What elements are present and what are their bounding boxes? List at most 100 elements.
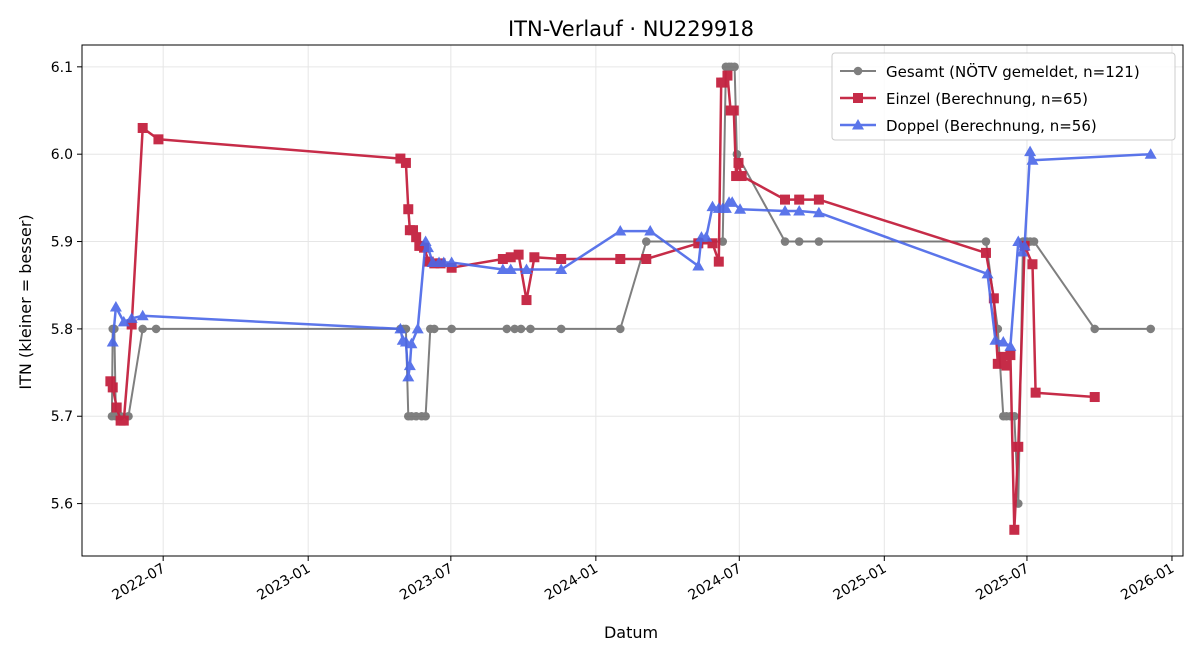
legend-label: Gesamt (NÖTV gemeldet, n=121)	[886, 62, 1140, 81]
legend-entry	[840, 66, 876, 76]
data-point	[713, 256, 724, 267]
x-tick-label: 2026-01	[1118, 561, 1177, 604]
legend-marker	[853, 66, 863, 76]
data-point	[125, 312, 138, 323]
data-point	[779, 204, 792, 216]
data-point	[117, 315, 130, 327]
data-point	[502, 324, 512, 334]
x-tick-label: 2025-07	[973, 561, 1032, 604]
x-tick-label: 2023-01	[255, 561, 314, 604]
data-point	[1009, 524, 1020, 535]
data-point	[421, 411, 430, 421]
data-point	[794, 237, 804, 246]
data-point	[137, 122, 148, 133]
data-point	[1001, 360, 1012, 371]
x-tick-label: 2024-01	[542, 561, 601, 604]
data-point	[719, 202, 732, 213]
data-point	[520, 263, 533, 274]
y-tick-label: 5.8	[51, 322, 73, 338]
data-point	[722, 70, 733, 81]
data-point	[736, 171, 747, 182]
data-point	[615, 324, 625, 334]
data-point	[405, 337, 418, 349]
data-point	[400, 157, 411, 168]
data-point	[794, 194, 805, 205]
legend-entry	[840, 119, 876, 130]
data-point	[408, 225, 419, 236]
data-point	[516, 324, 526, 334]
data-point	[1018, 239, 1031, 251]
data-point	[1005, 350, 1016, 361]
data-point	[411, 322, 424, 334]
data-point	[1012, 235, 1025, 247]
data-point	[513, 249, 524, 260]
x-tick-label: 2022-07	[110, 561, 169, 604]
data-point	[521, 295, 532, 306]
chart-title: ITN-Verlauf · NU229918	[508, 17, 754, 41]
data-point	[1146, 324, 1155, 334]
data-point	[419, 235, 432, 247]
data-point	[403, 359, 416, 371]
series-triangle	[106, 145, 1157, 382]
data-point	[556, 254, 567, 265]
legend-marker	[852, 119, 864, 130]
data-point	[734, 203, 747, 214]
data-point	[780, 194, 791, 205]
data-point	[510, 324, 519, 334]
data-point	[728, 105, 739, 116]
data-point	[980, 247, 991, 258]
data-point	[1144, 148, 1157, 159]
data-point	[136, 309, 149, 321]
legend-label: Einzel (Berechnung, n=65)	[886, 90, 1088, 108]
data-point	[1026, 154, 1039, 165]
legend: Gesamt (NÖTV gemeldet, n=121) Einzel (Ber…	[831, 52, 1176, 141]
data-point	[992, 358, 1003, 369]
data-point	[1004, 340, 1017, 351]
data-point	[730, 62, 739, 72]
data-point	[109, 301, 122, 312]
y-axis-label: ITN (kleiner = besser)	[16, 214, 35, 389]
data-point	[731, 171, 742, 182]
data-point	[718, 237, 728, 246]
data-point	[126, 319, 137, 330]
data-point	[423, 256, 434, 267]
data-point	[988, 293, 999, 304]
data-point	[106, 335, 119, 347]
series-line	[109, 74, 1095, 532]
data-point	[497, 254, 508, 265]
data-point	[1029, 237, 1039, 246]
data-point	[437, 256, 450, 268]
data-point	[814, 237, 824, 246]
data-point	[997, 335, 1010, 347]
y-tick-label: 6.1	[51, 60, 73, 76]
data-point	[732, 149, 742, 159]
data-point	[1030, 387, 1041, 398]
data-point	[403, 204, 414, 215]
data-point	[411, 232, 422, 243]
data-point	[138, 324, 147, 334]
data-point	[395, 153, 406, 164]
data-point	[555, 263, 568, 274]
legend-marker	[853, 93, 863, 103]
data-point	[641, 254, 652, 265]
x-tick-label: 2023-07	[397, 561, 456, 604]
y-tick-label: 5.7	[51, 409, 73, 425]
data-point	[614, 225, 627, 236]
data-point	[505, 252, 516, 263]
data-point	[733, 157, 744, 168]
legend-box	[831, 52, 1176, 141]
data-point	[402, 370, 415, 382]
data-point	[981, 267, 994, 279]
x-tick-label: 2024-07	[686, 561, 745, 604]
data-point	[700, 231, 713, 242]
axis-ticks: 5.6 5.7 5.8 5.9 6.0 6.1 2022-07 2023-01 2023-07 2…	[51, 60, 1177, 604]
data-point	[496, 263, 509, 274]
data-point	[447, 324, 456, 334]
data-point	[421, 241, 434, 253]
data-point	[693, 238, 704, 249]
data-point	[429, 324, 439, 334]
data-point	[641, 237, 651, 246]
data-point	[153, 134, 164, 145]
plot-series	[105, 62, 1157, 535]
